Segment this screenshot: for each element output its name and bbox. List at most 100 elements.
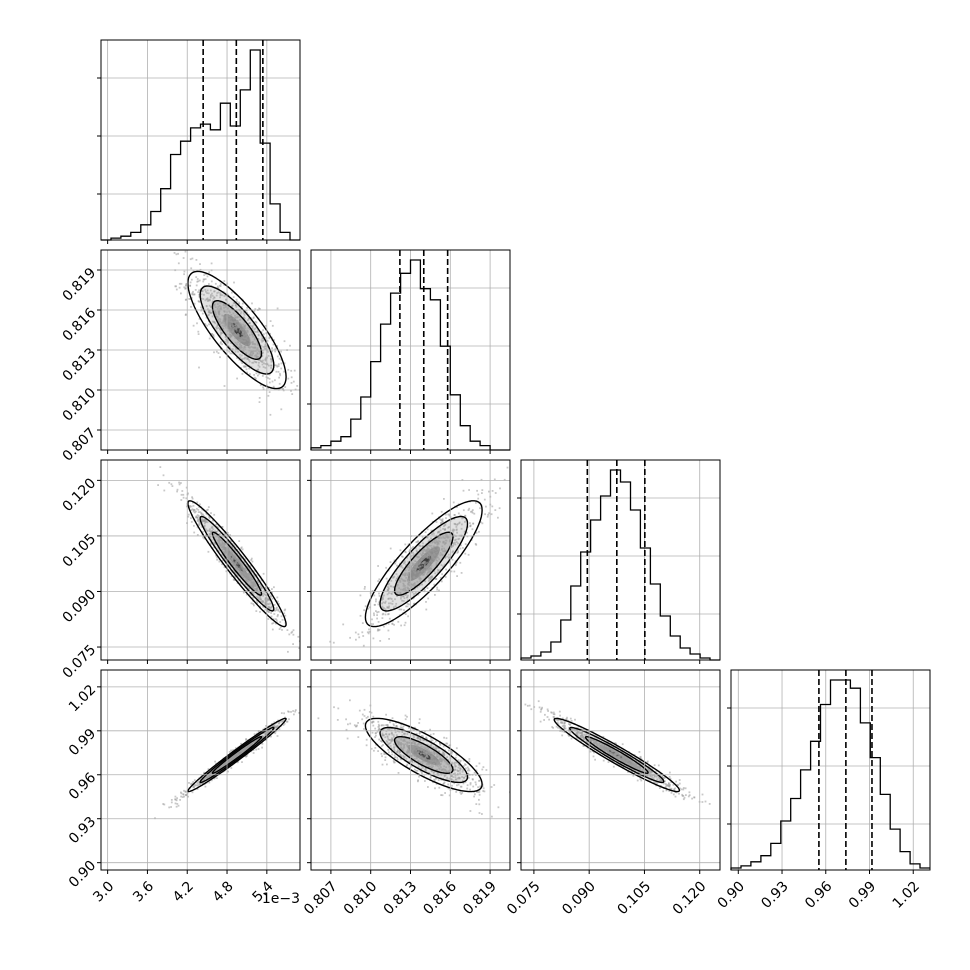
scatter-point: [402, 595, 405, 598]
scatter-point: [404, 543, 407, 546]
scatter-point: [429, 766, 432, 768]
scatter-point: [227, 330, 229, 332]
scatter-point: [267, 611, 270, 613]
scatter-point: [414, 746, 416, 749]
scatter-point: [217, 327, 220, 329]
scatter-point: [417, 743, 420, 746]
scatter-point: [459, 791, 462, 794]
scatter-point: [568, 735, 570, 737]
scatter-point: [417, 779, 419, 782]
scatter-point: [396, 750, 399, 753]
scatter-point: [396, 726, 399, 729]
scatter-point: [436, 556, 439, 559]
scatter-point: [209, 775, 212, 777]
scatter-point: [432, 756, 435, 759]
scatter-point: [227, 557, 230, 560]
scatter-point: [288, 710, 290, 713]
scatter-point: [455, 747, 458, 750]
scatter-point: [444, 749, 446, 752]
scatter-point: [221, 540, 223, 543]
scatter-point: [407, 560, 410, 563]
scatter-point: [256, 601, 259, 604]
scatter-point: [394, 598, 396, 601]
scatter-point: [561, 734, 564, 737]
scatter-point: [423, 554, 426, 557]
scatter-point: [275, 622, 277, 625]
scatter-point: [252, 335, 254, 338]
scatter-point: [412, 746, 415, 749]
scatter-point: [232, 569, 235, 571]
scatter-point: [232, 317, 235, 320]
scatter-point: [446, 776, 448, 779]
scatter-point: [475, 543, 478, 546]
scatter-point: [387, 587, 390, 590]
scatter-point: [361, 718, 364, 721]
scatter-point: [279, 374, 282, 377]
scatter-point: [436, 763, 438, 766]
scatter-point: [490, 786, 493, 788]
scatter-point: [470, 510, 472, 513]
scatter-point: [422, 757, 425, 760]
scatter-point: [250, 559, 253, 561]
scatter-point: [381, 596, 384, 599]
scatter-point: [260, 579, 263, 582]
scatter-point: [459, 547, 462, 550]
scatter-point: [373, 594, 376, 597]
scatter-point: [668, 790, 671, 792]
scatter-point: [251, 584, 254, 586]
scatter-point: [436, 544, 439, 546]
scatter-point: [208, 309, 211, 312]
scatter-point: [385, 730, 388, 733]
scatter-point: [229, 544, 231, 547]
scatter-point: [429, 576, 432, 579]
scatter-point: [439, 756, 441, 758]
scatter-point: [203, 284, 206, 287]
scatter-point: [456, 531, 458, 534]
scatter-point: [248, 358, 250, 361]
scatter-point: [602, 735, 605, 738]
scatter-point: [405, 564, 407, 566]
scatter-point: [273, 604, 276, 606]
scatter-point: [639, 759, 642, 762]
scatter-point: [196, 788, 199, 790]
scatter-point: [372, 637, 375, 640]
scatter-point: [223, 551, 225, 553]
scatter-point: [393, 728, 396, 730]
scatter-point: [189, 258, 192, 261]
scatter-point: [262, 592, 265, 595]
scatter-point: [232, 749, 234, 752]
scatter-point: [403, 733, 405, 735]
scatter-point: [384, 759, 387, 761]
scatter-point: [442, 565, 445, 568]
scatter-point: [175, 253, 178, 256]
scatter-point: [430, 760, 432, 762]
scatter-point: [416, 563, 418, 565]
scatter-point: [212, 336, 215, 338]
scatter-point: [418, 732, 421, 735]
scatter-point: [244, 747, 247, 750]
scatter-point: [432, 759, 435, 761]
scatter-point: [456, 575, 458, 577]
scatter-point: [231, 348, 234, 350]
scatter-point: [480, 478, 483, 481]
scatter-point: [661, 775, 664, 778]
scatter-point: [235, 306, 238, 308]
scatter-point: [389, 547, 392, 550]
scatter-point: [431, 752, 434, 755]
scatter-point: [239, 582, 242, 585]
scatter-point: [451, 784, 453, 787]
scatter-point: [239, 328, 242, 331]
scatter-point: [208, 271, 211, 274]
scatter-point: [253, 744, 256, 747]
scatter-point: [242, 365, 245, 368]
scatter-point: [289, 344, 291, 347]
scatter-point: [250, 602, 253, 605]
scatter-point: [436, 571, 439, 574]
scatter-point: [391, 751, 393, 753]
scatter-point: [450, 775, 453, 778]
scatter-point: [241, 570, 244, 573]
scatter-point: [253, 569, 256, 572]
scatter-point: [265, 357, 267, 360]
scatter-point: [428, 548, 431, 551]
scatter-point: [450, 778, 453, 780]
